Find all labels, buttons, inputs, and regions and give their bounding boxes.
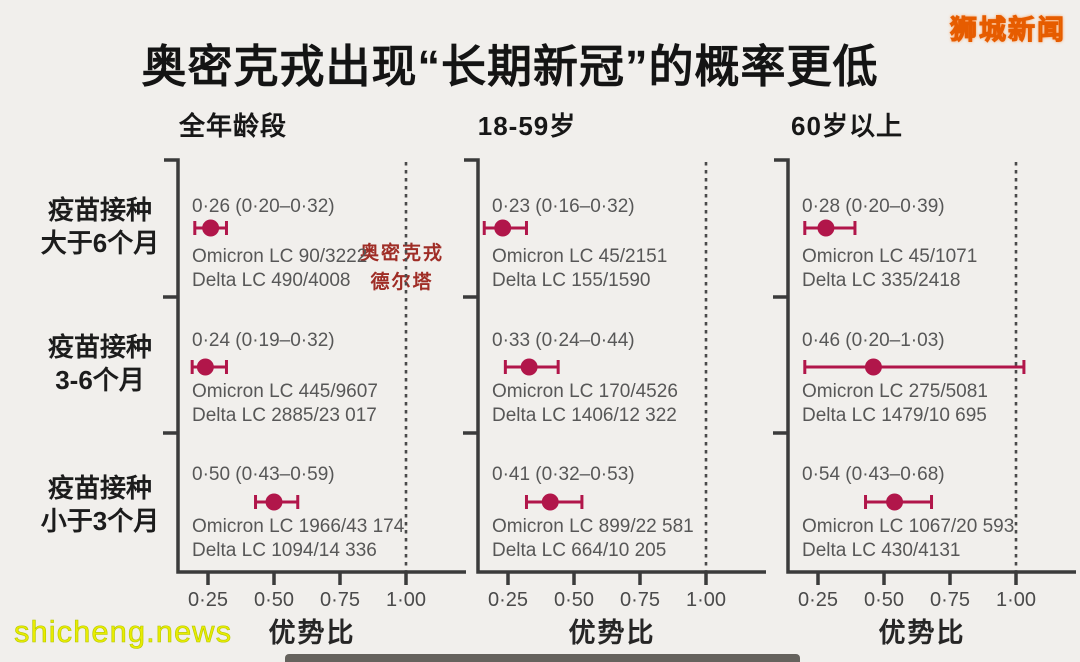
svg-text:Omicron LC 45/1071: Omicron LC 45/1071 [802, 246, 977, 267]
forest-plot-panel-all-ages: 0·25 0·50 0·75 1·00 优势比 0·26 (0·20–0·32) Omicr… [163, 158, 466, 648]
watermark-shicheng-logo: 狮城新闻 [950, 15, 1066, 46]
forest-plot-panel-60-plus: 0·25 0·50 0·75 1·00 优势比 0·28 (0·20–0·39) Omicr… [773, 158, 1076, 648]
row-label-line: 疫苗接种 [47, 473, 152, 503]
svg-text:1·00: 1·00 [996, 589, 1036, 611]
svg-text:0·50: 0·50 [554, 589, 594, 611]
page-title: 奥密克戎出现“长期新冠”的概率更低 [141, 41, 879, 92]
svg-text:Omicron LC 45/2151: Omicron LC 45/2151 [492, 246, 667, 267]
bottom-bar [285, 654, 800, 662]
svg-text:Omicron LC 1966/43 174: Omicron LC 1966/43 174 [192, 516, 405, 537]
row-label-vaccinated-over-6-months: 疫苗接种 大于6个月 [8, 194, 192, 260]
annotation-delta-label: 德尔塔 [370, 272, 434, 293]
watermark-shicheng-url: shicheng.news [14, 614, 233, 650]
row-label-line: 疫苗接种 [47, 195, 152, 225]
svg-text:0·50 (0·43–0·59): 0·50 (0·43–0·59) [192, 464, 335, 485]
svg-text:Delta LC 664/10 205: Delta LC 664/10 205 [492, 540, 666, 561]
svg-text:0·26 (0·20–0·32): 0·26 (0·20–0·32) [192, 196, 335, 217]
svg-text:0·23 (0·16–0·32): 0·23 (0·16–0·32) [492, 196, 635, 217]
forest-plot-panel-18-59: 0·25 0·50 0·75 1·00 优势比 0·23 (0·16–0·32) Omicr… [463, 158, 766, 648]
column-header-18-59: 18-59岁 [477, 111, 577, 141]
row-label-line: 3-6个月 [55, 365, 145, 395]
column-header-all-ages: 全年龄段 [178, 111, 288, 141]
svg-text:Delta LC 1406/12 322: Delta LC 1406/12 322 [492, 405, 677, 426]
svg-text:0·75: 0·75 [620, 589, 660, 611]
svg-text:Omicron LC 445/9607: Omicron LC 445/9607 [192, 381, 378, 402]
svg-text:0·33 (0·24–0·44): 0·33 (0·24–0·44) [492, 330, 635, 351]
svg-text:Delta LC 1094/14 336: Delta LC 1094/14 336 [192, 540, 377, 561]
svg-text:0·46 (0·20–1·03): 0·46 (0·20–1·03) [802, 330, 945, 351]
row-label-vaccinated-3-6-months: 疫苗接种 3-6个月 [8, 331, 192, 397]
row-label-line: 大于6个月 [40, 228, 160, 258]
row-label-vaccinated-under-3-months: 疫苗接种 小于3个月 [8, 472, 192, 538]
svg-text:优势比: 优势比 [569, 618, 656, 648]
svg-text:0·25: 0·25 [488, 589, 528, 611]
svg-text:0·50: 0·50 [864, 589, 904, 611]
svg-text:Delta LC 2885/23 017: Delta LC 2885/23 017 [192, 405, 377, 426]
column-header-60-plus: 60岁以上 [791, 111, 903, 141]
row-label-line: 疫苗接种 [47, 332, 152, 362]
svg-text:优势比: 优势比 [879, 618, 966, 648]
svg-text:0·41 (0·32–0·53): 0·41 (0·32–0·53) [492, 464, 635, 485]
svg-text:Delta LC 490/4008: Delta LC 490/4008 [192, 270, 350, 291]
variant-annotation: 奥密克戎 德尔塔 [360, 239, 444, 297]
svg-text:0·54 (0·43–0·68): 0·54 (0·43–0·68) [802, 464, 945, 485]
svg-text:Omicron LC 899/22 581: Omicron LC 899/22 581 [492, 516, 694, 537]
svg-text:优势比: 优势比 [269, 618, 356, 648]
annotation-omicron-label: 奥密克戎 [359, 243, 445, 264]
svg-text:0·25: 0·25 [188, 589, 228, 611]
svg-text:1·00: 1·00 [386, 589, 426, 611]
svg-text:0·28 (0·20–0·39): 0·28 (0·20–0·39) [802, 196, 945, 217]
svg-text:Delta LC 155/1590: Delta LC 155/1590 [492, 270, 650, 291]
svg-text:0·24 (0·19–0·32): 0·24 (0·19–0·32) [192, 330, 335, 351]
svg-text:0·25: 0·25 [798, 589, 838, 611]
svg-text:0·75: 0·75 [930, 589, 970, 611]
svg-text:1·00: 1·00 [686, 589, 726, 611]
row-label-line: 小于3个月 [40, 506, 160, 536]
svg-text:Omicron LC 170/4526: Omicron LC 170/4526 [492, 381, 678, 402]
svg-text:Omicron LC 1067/20 593: Omicron LC 1067/20 593 [802, 516, 1014, 537]
svg-text:0·50: 0·50 [254, 589, 294, 611]
svg-text:Delta LC 430/4131: Delta LC 430/4131 [802, 540, 960, 561]
svg-text:Delta LC 335/2418: Delta LC 335/2418 [802, 270, 960, 291]
svg-text:0·75: 0·75 [320, 589, 360, 611]
svg-text:Omicron LC 90/3222: Omicron LC 90/3222 [192, 246, 367, 267]
svg-text:Omicron LC 275/5081: Omicron LC 275/5081 [802, 381, 988, 402]
svg-text:Delta LC 1479/10 695: Delta LC 1479/10 695 [802, 405, 987, 426]
